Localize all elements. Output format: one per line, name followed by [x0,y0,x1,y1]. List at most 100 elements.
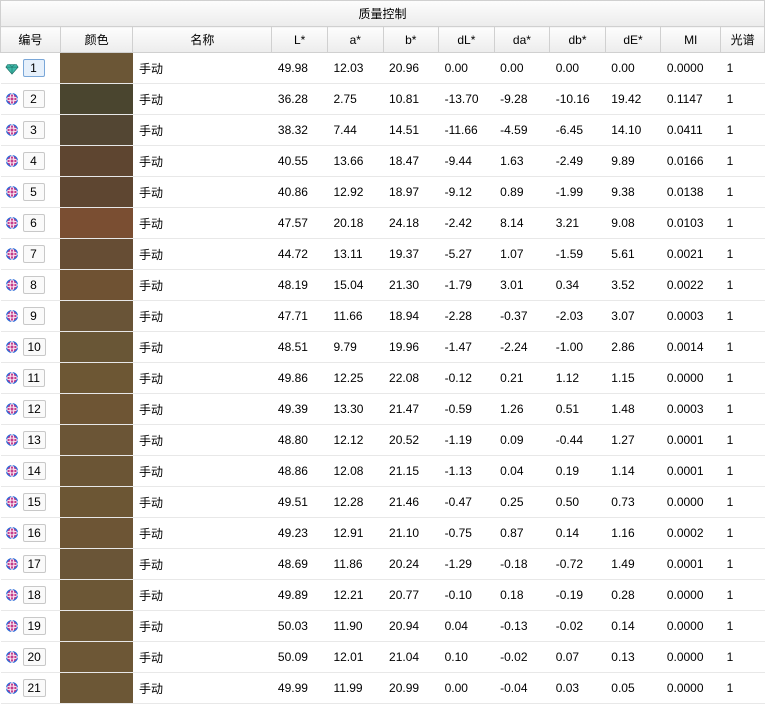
row-number: 18 [23,586,46,604]
row-number-cell[interactable]: 11 [1,369,61,387]
row-number: 20 [23,648,46,666]
row-number-cell[interactable]: 6 [1,214,61,232]
col-dL[interactable]: dL* [439,27,495,53]
row-number-cell[interactable]: 18 [1,586,61,604]
table-row[interactable]: 1 手动 49.98 12.03 20.96 0.00 0.00 0.00 0.… [1,53,765,84]
table-row[interactable]: 11 手动 49.86 12.25 22.08 -0.12 0.21 1.12 … [1,363,765,394]
table-row[interactable]: 3 手动 38.32 7.44 14.51 -11.66 -4.59 -6.45… [1,115,765,146]
row-number-cell[interactable]: 7 [1,245,61,263]
cell-dL: -1.19 [439,433,495,447]
cell-a: 15.04 [327,278,383,292]
cell-dL: -1.29 [439,557,495,571]
row-number-cell[interactable]: 8 [1,276,61,294]
row-number-cell[interactable]: 14 [1,462,61,480]
table-row[interactable]: 12 手动 49.39 13.30 21.47 -0.59 1.26 0.51 … [1,394,765,425]
cell-dE: 14.10 [605,123,661,137]
table-row[interactable]: 14 手动 48.86 12.08 21.15 -1.13 0.04 0.19 … [1,456,765,487]
cell-da: 0.21 [494,371,550,385]
row-number: 9 [23,307,45,325]
col-color[interactable]: 颜色 [60,27,133,53]
cell-da: 0.04 [494,464,550,478]
row-number: 3 [23,121,45,139]
cell-name: 手动 [133,432,272,449]
cell-b: 21.30 [383,278,439,292]
cell-sp: 1 [721,92,765,106]
row-number-cell[interactable]: 19 [1,617,61,635]
col-L[interactable]: L* [272,27,328,53]
table-row[interactable]: 20 手动 50.09 12.01 21.04 0.10 -0.02 0.07 … [1,642,765,673]
cell-dE: 0.14 [605,619,661,633]
cell-da: -0.02 [494,650,550,664]
table-row[interactable]: 16 手动 49.23 12.91 21.10 -0.75 0.87 0.14 … [1,518,765,549]
cell-dL: -5.27 [439,247,495,261]
row-number-cell[interactable]: 3 [1,121,61,139]
color-swatch [60,642,133,672]
cell-dE: 1.14 [605,464,661,478]
col-db[interactable]: db* [550,27,606,53]
row-number-cell[interactable]: 21 [1,679,61,697]
row-number: 2 [23,90,45,108]
sample-icon [5,619,19,633]
cell-db: -2.03 [550,309,606,323]
cell-b: 21.04 [383,650,439,664]
table-row[interactable]: 19 手动 50.03 11.90 20.94 0.04 -0.13 -0.02… [1,611,765,642]
row-number-cell[interactable]: 2 [1,90,61,108]
cell-dE: 9.08 [605,216,661,230]
row-number-cell[interactable]: 17 [1,555,61,573]
col-sp[interactable]: 光谱 [721,27,765,53]
cell-da: 0.18 [494,588,550,602]
row-number-cell[interactable]: 1 [1,59,61,77]
cell-da: 0.09 [494,433,550,447]
row-number-cell[interactable]: 16 [1,524,61,542]
cell-db: -1.59 [550,247,606,261]
cell-name: 手动 [133,401,272,418]
col-b[interactable]: b* [383,27,439,53]
row-number-cell[interactable]: 12 [1,400,61,418]
table-row[interactable]: 15 手动 49.51 12.28 21.46 -0.47 0.25 0.50 … [1,487,765,518]
table-row[interactable]: 13 手动 48.80 12.12 20.52 -1.19 0.09 -0.44… [1,425,765,456]
cell-MI: 0.0166 [661,154,721,168]
table-row[interactable]: 9 手动 47.71 11.66 18.94 -2.28 -0.37 -2.03… [1,301,765,332]
row-number-cell[interactable]: 4 [1,152,61,170]
cell-b: 18.94 [383,309,439,323]
cell-a: 11.99 [327,681,383,695]
col-MI[interactable]: MI [661,27,721,53]
row-number-cell[interactable]: 15 [1,493,61,511]
col-da[interactable]: da* [494,27,550,53]
table-row[interactable]: 21 手动 49.99 11.99 20.99 0.00 -0.04 0.03 … [1,673,765,704]
cell-dE: 0.05 [605,681,661,695]
cell-name: 手动 [133,277,272,294]
cell-dL: -9.12 [439,185,495,199]
cell-a: 12.01 [327,650,383,664]
table-row[interactable]: 2 手动 36.28 2.75 10.81 -13.70 -9.28 -10.1… [1,84,765,115]
cell-MI: 0.0003 [661,402,721,416]
row-number-cell[interactable]: 20 [1,648,61,666]
table-row[interactable]: 5 手动 40.86 12.92 18.97 -9.12 0.89 -1.99 … [1,177,765,208]
color-swatch [60,549,133,579]
cell-MI: 0.0001 [661,557,721,571]
cell-dL: -0.59 [439,402,495,416]
table-row[interactable]: 10 手动 48.51 9.79 19.96 -1.47 -2.24 -1.00… [1,332,765,363]
table-row[interactable]: 6 手动 47.57 20.18 24.18 -2.42 8.14 3.21 9… [1,208,765,239]
row-number-cell[interactable]: 10 [1,338,61,356]
table-row[interactable]: 18 手动 49.89 12.21 20.77 -0.10 0.18 -0.19… [1,580,765,611]
col-name[interactable]: 名称 [133,27,272,53]
table-row[interactable]: 17 手动 48.69 11.86 20.24 -1.29 -0.18 -0.7… [1,549,765,580]
cell-dE: 0.73 [605,495,661,509]
col-a[interactable]: a* [327,27,383,53]
row-number-cell[interactable]: 13 [1,431,61,449]
row-number: 13 [23,431,46,449]
cell-name: 手动 [133,680,272,697]
row-number-cell[interactable]: 9 [1,307,61,325]
table-row[interactable]: 8 手动 48.19 15.04 21.30 -1.79 3.01 0.34 3… [1,270,765,301]
cell-dL: -2.42 [439,216,495,230]
table-row[interactable]: 7 手动 44.72 13.11 19.37 -5.27 1.07 -1.59 … [1,239,765,270]
cell-sp: 1 [721,650,765,664]
col-num[interactable]: 编号 [1,27,61,53]
row-number-cell[interactable]: 5 [1,183,61,201]
cell-dL: -1.79 [439,278,495,292]
cell-da: -9.28 [494,92,550,106]
col-dE[interactable]: dE* [605,27,661,53]
cell-dE: 1.27 [605,433,661,447]
table-row[interactable]: 4 手动 40.55 13.66 18.47 -9.44 1.63 -2.49 … [1,146,765,177]
